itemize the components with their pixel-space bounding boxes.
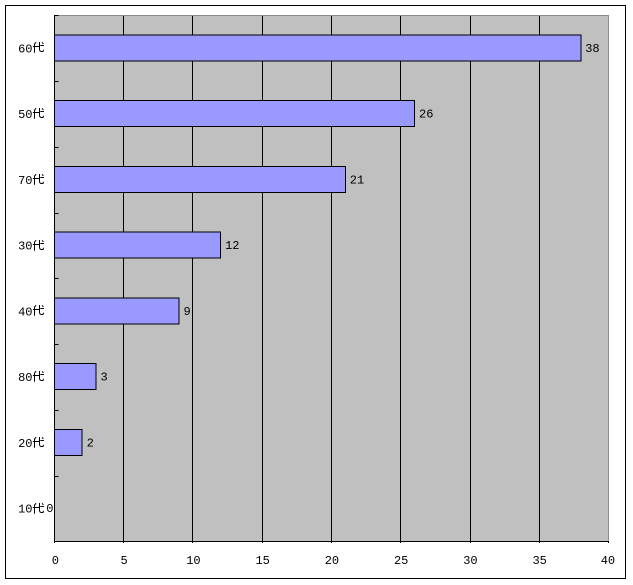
svg-text:10: 10: [18, 503, 32, 517]
svg-text:20: 20: [325, 554, 339, 568]
svg-text:26: 26: [419, 108, 433, 122]
svg-text:38: 38: [585, 42, 599, 56]
svg-text:70: 70: [18, 174, 32, 188]
svg-text:9: 9: [184, 305, 191, 319]
svg-text:20: 20: [18, 437, 32, 451]
svg-text:0: 0: [52, 554, 59, 568]
svg-text:25: 25: [394, 554, 408, 568]
svg-text:2: 2: [87, 436, 94, 450]
svg-text:0: 0: [46, 502, 53, 516]
svg-text:12: 12: [225, 239, 239, 253]
svg-text:10: 10: [186, 554, 200, 568]
svg-text:30: 30: [18, 240, 32, 254]
svg-text:50: 50: [18, 108, 32, 122]
svg-text:80: 80: [18, 371, 32, 385]
svg-text:3: 3: [100, 371, 107, 385]
svg-text:30: 30: [463, 554, 477, 568]
svg-text:5: 5: [121, 554, 128, 568]
svg-text:40: 40: [601, 554, 615, 568]
svg-text:40: 40: [18, 305, 32, 319]
svg-text:21: 21: [350, 173, 364, 187]
svg-text:60: 60: [18, 42, 32, 56]
svg-text:15: 15: [255, 554, 269, 568]
svg-text:35: 35: [532, 554, 546, 568]
